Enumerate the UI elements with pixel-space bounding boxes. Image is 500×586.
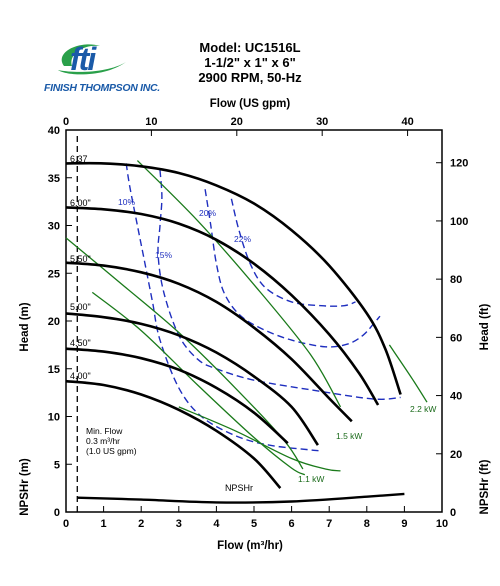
y2-axis-label: Head (ft) <box>479 304 491 351</box>
head-curve <box>65 206 380 406</box>
impeller-diameter-label: 6.37 <box>70 154 88 164</box>
x-tick-label: 1 <box>101 518 107 530</box>
y2-tick-label: 40 <box>450 391 462 403</box>
y2-tick-label: 60 <box>450 332 462 344</box>
y-tick-label: 0 <box>54 507 60 519</box>
x2-tick-label: 10 <box>145 116 157 128</box>
efficiency-label: 22% <box>234 234 251 244</box>
power-curve <box>91 291 306 476</box>
y2-tick-label: 20 <box>450 449 462 461</box>
min-flow-line-1: Min. Flow <box>86 426 123 436</box>
head-curve <box>65 161 402 395</box>
head-curve <box>65 347 289 445</box>
company-logo: fti FINISH THOMPSON INC. <box>44 36 160 98</box>
chart-labels: 10% 15% 20% 22% 1.1 kW 1.5 kW 2.2 kW 6.37 6.00" 5… <box>70 154 436 493</box>
x-tick-label: 3 <box>176 518 182 530</box>
efficiency-curve <box>157 170 401 401</box>
head-curve <box>65 312 319 446</box>
efficiency-label: 20% <box>199 208 216 218</box>
x-tick-label: 4 <box>213 518 220 530</box>
y-tick-label: 40 <box>48 125 60 137</box>
x-tick-label: 0 <box>63 518 69 530</box>
head-curve <box>65 379 282 489</box>
y-tick-label: 25 <box>48 268 60 280</box>
speed-subtitle: 2900 RPM, 50-Hz <box>198 70 302 85</box>
y-tick-label: 10 <box>48 412 60 424</box>
y-tick-label: 5 <box>54 459 60 471</box>
y-tick-label: 30 <box>48 221 60 233</box>
fti-logo-mark: fti <box>58 41 126 77</box>
efficiency-label: 15% <box>155 250 172 260</box>
x2-tick-label: 40 <box>401 116 413 128</box>
x2-tick-label: 0 <box>63 116 69 128</box>
x2-axis-label: Flow (US gpm) <box>210 98 291 110</box>
npshr-curve <box>77 492 405 504</box>
impeller-diameter-label: 5.00" <box>70 302 91 312</box>
power-label: 2.2 kW <box>410 404 436 414</box>
y-axis-label-npshr: NPSHr (m) <box>19 458 31 516</box>
x2-tick-label: 20 <box>231 116 243 128</box>
x-tick-label: 8 <box>364 518 370 530</box>
y2-tick-label: 80 <box>450 274 462 286</box>
y-tick-label: 35 <box>48 173 60 185</box>
x-tick-label: 7 <box>326 518 332 530</box>
npshr-label: NPSHr <box>225 483 253 493</box>
power-curve <box>136 160 342 408</box>
efficiency-curve <box>230 198 356 307</box>
power-curve <box>388 344 428 403</box>
x-tick-label: 6 <box>289 518 295 530</box>
x-tick-label: 5 <box>251 518 257 530</box>
y2-tick-label: 120 <box>450 158 468 170</box>
y2-tick-label: 0 <box>450 507 456 519</box>
data-series <box>65 136 428 512</box>
y2-axis-label-npshr: NPSHr (ft) <box>479 459 491 514</box>
y-axis-label: Head (m) <box>19 302 31 351</box>
x-tick-label: 2 <box>138 518 144 530</box>
efficiency-curve <box>204 189 381 348</box>
efficiency-curve <box>125 163 322 452</box>
efficiency-label: 10% <box>118 197 135 207</box>
chart-header: Model: UC1516L 1-1/2" x 1" x 6" 2900 RPM… <box>150 40 350 85</box>
x-axis-label: Flow (m³/hr) <box>217 540 283 552</box>
impeller-diameter-label: 5.50" <box>70 254 91 264</box>
size-subtitle: 1-1/2" x 1" x 6" <box>204 55 296 70</box>
power-label: 1.1 kW <box>298 474 324 484</box>
min-flow-annotation: Min. Flow 0.3 m³/hr (1.0 US gpm) <box>86 426 137 456</box>
power-curve <box>178 406 341 472</box>
y2-tick-label: 100 <box>450 216 468 228</box>
head-curve <box>65 261 353 423</box>
impeller-diameter-label: 6.00" <box>70 198 91 208</box>
power-label: 1.5 kW <box>336 431 362 441</box>
y-tick-label: 20 <box>48 316 60 328</box>
impeller-diameter-label: 4.00" <box>70 371 91 381</box>
x-tick-label: 9 <box>401 518 407 530</box>
min-flow-line-3: (1.0 US gpm) <box>86 446 137 456</box>
y-tick-label: 15 <box>48 364 60 376</box>
model-title: Model: UC1516L <box>199 40 301 55</box>
axis-ticks: 0 1 2 3 4 5 6 7 8 9 100 10 20 30 400510152025303540020… <box>48 116 469 530</box>
x-tick-label: 10 <box>436 518 448 530</box>
impeller-diameter-label: 4.50" <box>70 338 91 348</box>
x2-tick-label: 30 <box>316 116 328 128</box>
logo-company-name: FINISH THOMPSON INC. <box>44 82 160 94</box>
min-flow-line-2: 0.3 m³/hr <box>86 436 120 446</box>
